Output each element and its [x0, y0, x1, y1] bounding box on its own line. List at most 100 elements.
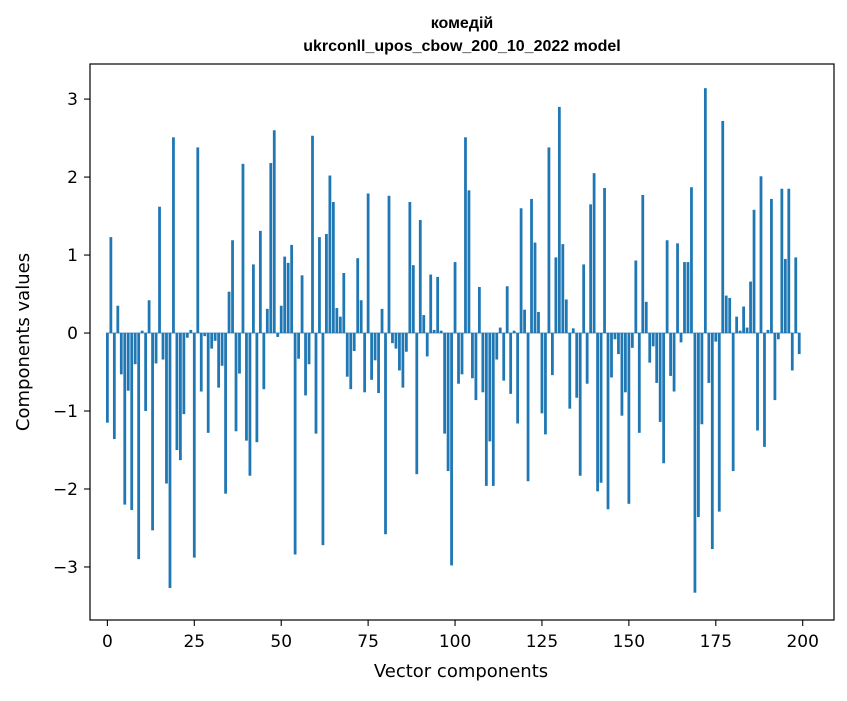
bar — [206, 333, 210, 433]
bar — [491, 333, 495, 486]
bar — [707, 333, 711, 383]
bar — [575, 333, 579, 398]
bar — [697, 333, 700, 518]
bar — [530, 198, 533, 334]
bar — [373, 333, 377, 361]
bar — [126, 333, 130, 391]
bar — [773, 333, 777, 401]
bar — [724, 295, 728, 334]
bar — [130, 333, 134, 511]
y-tick-label: 0 — [67, 324, 78, 344]
bar — [728, 297, 732, 334]
bar — [252, 264, 255, 334]
bar — [644, 301, 648, 334]
bars-group — [105, 88, 801, 593]
bar — [756, 333, 759, 431]
bar — [620, 333, 624, 416]
bar — [610, 333, 613, 378]
bar — [290, 244, 294, 334]
bar — [234, 333, 238, 432]
bar — [662, 333, 666, 464]
bar — [109, 237, 113, 334]
bar — [495, 333, 499, 360]
bar — [655, 333, 659, 383]
bar — [269, 163, 273, 334]
bar — [672, 333, 676, 392]
bar — [634, 260, 638, 334]
bar — [349, 333, 353, 390]
bar — [561, 244, 565, 334]
bar — [404, 333, 408, 352]
bar — [613, 333, 617, 340]
bar — [231, 240, 234, 334]
bar — [151, 333, 154, 531]
bar — [262, 333, 266, 390]
bar — [286, 262, 290, 334]
bar — [279, 305, 283, 334]
bar — [238, 333, 241, 374]
x-tick-label: 175 — [700, 632, 732, 652]
x-tick-label: 25 — [183, 632, 205, 652]
x-axis-ticks: 0 25 50 75 100 125 150 175 200 — [102, 620, 819, 652]
bar — [502, 333, 506, 381]
bar — [783, 258, 787, 334]
bar — [679, 333, 683, 343]
bar — [544, 333, 547, 435]
bar — [540, 333, 544, 414]
bar — [564, 299, 568, 334]
bar — [557, 106, 561, 334]
bar — [265, 308, 269, 334]
bar — [384, 333, 387, 535]
bar — [683, 262, 686, 334]
bar — [380, 308, 384, 334]
bar — [161, 333, 165, 360]
bar — [255, 333, 259, 443]
bar — [408, 202, 412, 334]
bar — [116, 305, 120, 334]
bar — [387, 195, 391, 334]
bar — [359, 300, 363, 334]
bar — [787, 188, 791, 334]
bar — [425, 333, 429, 357]
bar — [710, 333, 714, 550]
bar — [585, 333, 589, 384]
bar — [165, 333, 168, 484]
bar — [703, 88, 707, 334]
bar — [742, 306, 745, 334]
bar — [498, 327, 502, 334]
bar — [676, 243, 679, 334]
bar — [759, 176, 763, 334]
bar — [516, 333, 520, 424]
bar — [147, 300, 151, 334]
chart-subtitle: ukrconll_upos_cbow_200_10_2022 model — [303, 38, 620, 55]
bar — [175, 333, 179, 450]
bar — [471, 333, 474, 379]
bar — [158, 206, 161, 334]
bar — [749, 281, 752, 334]
bar — [790, 333, 794, 371]
bar — [665, 240, 669, 334]
bar — [519, 208, 523, 334]
bar — [415, 333, 419, 475]
bar — [119, 333, 123, 375]
x-axis-label: Vector components — [374, 661, 548, 682]
y-tick-label: 3 — [67, 90, 78, 110]
bar — [596, 333, 599, 492]
bar — [401, 333, 405, 388]
bar — [439, 330, 443, 334]
bar — [464, 137, 467, 334]
bar — [446, 333, 450, 472]
bar — [776, 333, 780, 340]
bar — [168, 333, 172, 589]
y-axis-label: Components values — [13, 253, 34, 431]
bar — [338, 316, 342, 334]
bar — [794, 257, 798, 334]
bar — [258, 230, 262, 334]
bar — [370, 333, 373, 380]
bar — [537, 311, 540, 334]
bar — [484, 333, 488, 486]
bar — [342, 272, 346, 334]
bar — [307, 333, 311, 365]
bar — [457, 333, 460, 384]
bar — [512, 330, 516, 334]
